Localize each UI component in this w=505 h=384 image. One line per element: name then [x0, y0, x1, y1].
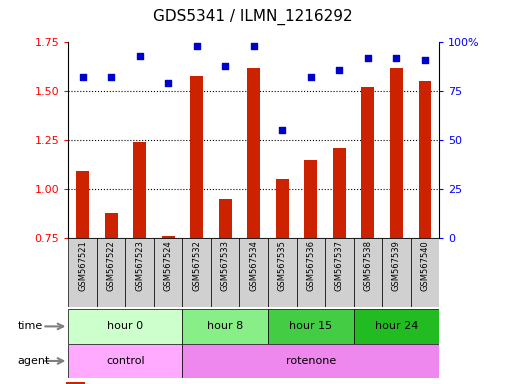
Text: control: control: [106, 356, 144, 366]
Bar: [268, 238, 296, 307]
Point: [135, 53, 143, 59]
Bar: [353, 309, 438, 344]
Bar: [182, 238, 211, 307]
Text: hour 24: hour 24: [374, 321, 417, 331]
Bar: [296, 238, 324, 307]
Bar: [125, 238, 154, 307]
Text: GSM567537: GSM567537: [334, 240, 343, 291]
Point: [107, 74, 115, 81]
Text: GSM567523: GSM567523: [135, 240, 144, 291]
Point: [78, 74, 86, 81]
Bar: [381, 238, 410, 307]
Bar: [68, 309, 182, 344]
Text: hour 0: hour 0: [107, 321, 143, 331]
Bar: [324, 238, 353, 307]
Bar: [182, 309, 268, 344]
Text: GSM567536: GSM567536: [306, 240, 315, 291]
Text: GSM567540: GSM567540: [420, 240, 429, 291]
Text: GSM567535: GSM567535: [277, 240, 286, 291]
Point: [221, 63, 229, 69]
Bar: [239, 238, 268, 307]
Bar: [68, 238, 96, 307]
Point: [391, 55, 399, 61]
Text: GSM567524: GSM567524: [163, 240, 172, 291]
Point: [164, 80, 172, 86]
Text: GSM567521: GSM567521: [78, 240, 87, 291]
Bar: [275, 179, 288, 238]
Bar: [268, 309, 353, 344]
Bar: [133, 142, 146, 238]
Bar: [332, 148, 345, 238]
Bar: [96, 238, 125, 307]
Bar: [182, 344, 438, 378]
Bar: [162, 236, 174, 238]
Text: GSM567533: GSM567533: [220, 240, 229, 291]
Text: agent: agent: [18, 356, 50, 366]
Point: [192, 43, 200, 49]
Text: hour 8: hour 8: [207, 321, 243, 331]
Bar: [218, 199, 231, 238]
Text: hour 15: hour 15: [289, 321, 332, 331]
Point: [249, 43, 258, 49]
Bar: [68, 344, 182, 378]
Text: rotenone: rotenone: [285, 356, 335, 366]
Text: GSM567538: GSM567538: [363, 240, 372, 291]
Bar: [304, 160, 317, 238]
Bar: [154, 238, 182, 307]
Point: [420, 57, 428, 63]
Bar: [66, 382, 85, 384]
Bar: [410, 238, 438, 307]
Bar: [361, 87, 374, 238]
Text: GSM567539: GSM567539: [391, 240, 400, 291]
Point: [306, 74, 314, 81]
Point: [278, 127, 286, 134]
Point: [335, 66, 343, 73]
Text: GSM567532: GSM567532: [192, 240, 201, 291]
Bar: [211, 238, 239, 307]
Bar: [418, 81, 430, 238]
Bar: [190, 76, 203, 238]
Bar: [353, 238, 381, 307]
Point: [363, 55, 371, 61]
Text: GSM567534: GSM567534: [249, 240, 258, 291]
Bar: [389, 68, 402, 238]
Bar: [247, 68, 260, 238]
Bar: [76, 172, 89, 238]
Bar: [105, 213, 117, 238]
Text: GDS5341 / ILMN_1216292: GDS5341 / ILMN_1216292: [153, 9, 352, 25]
Text: time: time: [18, 321, 43, 331]
Text: GSM567522: GSM567522: [107, 240, 115, 291]
